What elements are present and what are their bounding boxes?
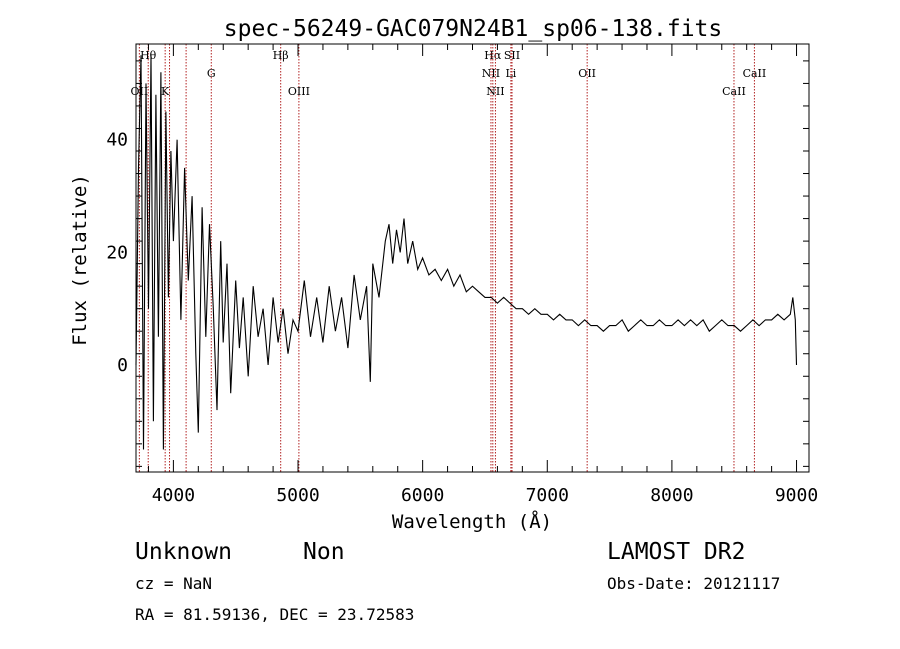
line-label: OII (578, 67, 596, 80)
x-axis-label: Wavelength (Å) (392, 510, 552, 533)
line-label: Hα (484, 49, 502, 62)
class-text: Unknown (135, 539, 232, 565)
line-marker-7: OIII (288, 44, 310, 472)
line-label: OIII (288, 85, 310, 98)
line-label: SII (504, 49, 520, 62)
line-label: G (207, 67, 216, 80)
line-marker-1: OII (131, 44, 149, 472)
line-label: Hβ (273, 49, 289, 62)
survey-text: LAMOST DR2 (607, 539, 745, 565)
x-tick-label: 9000 (775, 485, 818, 506)
cz-text: cz = NaN (135, 574, 212, 593)
y-axis: 0 20 40 (106, 60, 809, 467)
line-label: Li (505, 67, 516, 80)
y-tick-label: 40 (106, 130, 128, 151)
y-axis-label: Flux (relative) (69, 174, 91, 346)
line-marker-10: NII (486, 44, 505, 472)
line-marker-15: CaII (722, 44, 746, 472)
line-label: CaII (743, 67, 767, 80)
line-label: K (161, 85, 170, 98)
x-tick-label: 5000 (276, 485, 319, 506)
subclass-text: Non (303, 539, 345, 565)
spectrum-line (135, 55, 798, 450)
emission-lines-layer: Hθ OII K G Hβ OIII Hα NII NII SII Li OII CaII CaII (131, 44, 767, 472)
x-axis: 4000 5000 6000 7000 8000 9000 (147, 44, 818, 506)
coords-text: RA = 81.59136, DEC = 23.72583 (135, 605, 414, 624)
line-label: NII (486, 85, 504, 98)
x-tick-label: 4000 (152, 485, 195, 506)
obs-date-text: Obs-Date: 20121117 (607, 574, 780, 593)
plot-frame (135, 43, 810, 473)
chart-title: spec-56249-GAC079N24B1_sp06-138.fits (224, 16, 723, 42)
line-marker-8: Hα (484, 44, 502, 472)
line-label: Hθ (140, 49, 157, 62)
line-marker-14: CaII (743, 44, 767, 472)
line-marker-6: Hβ (273, 44, 289, 472)
line-marker-12: Li (505, 44, 517, 472)
x-tick-label: 7000 (526, 485, 569, 506)
y-tick-label: 20 (106, 242, 128, 263)
line-label: OII (131, 85, 149, 98)
line-marker-13: OII (578, 44, 596, 472)
line-marker-11: SII (504, 44, 520, 472)
line-label: NII (482, 67, 500, 80)
line-marker-9: NII (482, 44, 500, 472)
line-label: CaII (722, 85, 746, 98)
x-tick-label: 6000 (401, 485, 444, 506)
x-tick-label: 8000 (650, 485, 693, 506)
y-tick-label: 0 (117, 355, 128, 376)
